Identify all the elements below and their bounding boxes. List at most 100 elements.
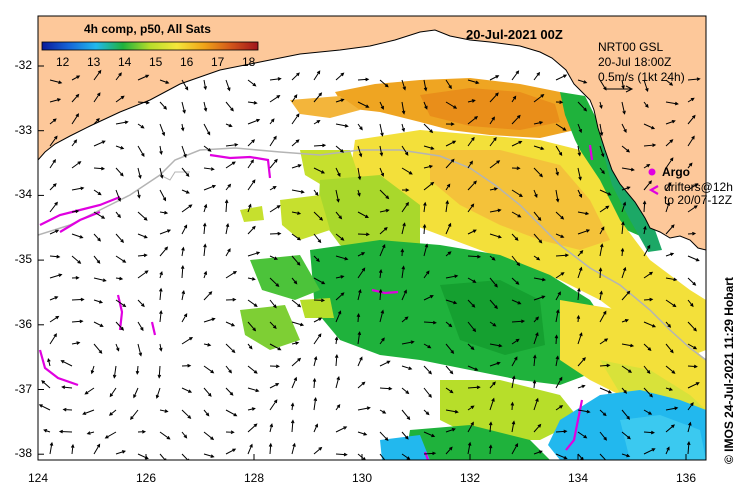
current-arrow xyxy=(312,377,317,389)
current-arrow xyxy=(115,450,126,455)
current-arrow xyxy=(511,442,519,455)
current-arrow xyxy=(555,100,564,104)
current-arrow xyxy=(104,431,117,439)
current-arrow xyxy=(247,423,258,433)
current-arrow xyxy=(291,442,296,455)
current-arrow xyxy=(130,409,139,421)
current-arrow xyxy=(159,310,163,323)
current-arrow xyxy=(643,163,651,169)
current-arrow xyxy=(224,199,229,213)
current-arrow xyxy=(335,98,345,103)
current-arrow xyxy=(643,321,657,328)
current-arrow xyxy=(401,340,415,345)
current-arrow xyxy=(467,229,477,235)
current-arrow xyxy=(379,431,389,442)
current-arrow xyxy=(93,140,106,147)
current-arrow xyxy=(268,442,273,455)
current-arrow xyxy=(665,79,674,86)
current-arrow xyxy=(577,79,588,84)
current-arrow xyxy=(533,255,541,261)
current-arrow xyxy=(643,448,656,455)
current-arrow xyxy=(643,244,651,257)
bathymetry-contour xyxy=(38,147,706,361)
map-title: 20-Jul-2021 00Z xyxy=(466,27,563,42)
current-arrow xyxy=(159,123,166,137)
current-arrow xyxy=(401,409,411,421)
current-arrow xyxy=(401,387,410,395)
current-arrow xyxy=(269,277,280,288)
current-arrow xyxy=(423,451,437,456)
current-arrow xyxy=(489,397,495,411)
current-arrow xyxy=(203,123,211,136)
current-arrow xyxy=(445,251,452,257)
current-arrow xyxy=(445,343,455,354)
current-arrow xyxy=(643,225,647,235)
current-arrow xyxy=(665,299,677,308)
current-arrow xyxy=(621,409,631,420)
current-arrow xyxy=(489,343,503,348)
current-arrow xyxy=(687,364,698,369)
current-arrow xyxy=(155,387,161,399)
current-arrow xyxy=(489,299,498,310)
current-arrow xyxy=(137,343,143,357)
lon-label: 128 xyxy=(243,471,265,485)
current-arrow xyxy=(555,167,559,176)
current-arrow xyxy=(621,365,633,373)
current-arrow xyxy=(71,276,80,280)
current-arrow xyxy=(445,200,449,213)
current-arrow xyxy=(401,453,411,460)
current-arrow xyxy=(489,233,502,239)
current-arrow xyxy=(489,321,497,327)
current-arrow xyxy=(379,79,389,88)
current-arrow xyxy=(643,297,654,302)
current-arrow xyxy=(71,93,80,103)
current-arrow xyxy=(665,201,671,213)
current-arrow xyxy=(38,404,51,411)
current-arrow xyxy=(313,423,319,433)
current-arrow xyxy=(115,120,129,125)
current-arrow xyxy=(181,246,185,257)
current-arrow xyxy=(335,376,340,389)
colorbar xyxy=(41,41,259,51)
current-arrow xyxy=(555,376,563,389)
current-arrow xyxy=(555,211,565,220)
current-arrow xyxy=(467,79,480,85)
current-arrow xyxy=(269,118,275,125)
current-arrow xyxy=(356,313,361,323)
current-arrow xyxy=(533,233,543,244)
current-arrow xyxy=(291,321,305,327)
current-arrow xyxy=(247,321,257,332)
current-arrow xyxy=(225,430,235,435)
current-arrow xyxy=(423,145,435,150)
current-arrow xyxy=(511,211,522,218)
current-arrow xyxy=(159,453,167,460)
current-arrow xyxy=(269,343,282,351)
current-arrow xyxy=(291,299,302,308)
current-arrow xyxy=(511,233,519,241)
current-arrow xyxy=(313,167,326,174)
current-arrow xyxy=(532,379,537,389)
current-arrow xyxy=(687,277,697,286)
current-arrow xyxy=(202,222,207,235)
current-arrow xyxy=(379,208,390,213)
current-arrow xyxy=(555,74,568,81)
current-arrow xyxy=(71,161,82,169)
current-arrow xyxy=(489,75,500,81)
current-arrow xyxy=(445,446,453,455)
current-arrow xyxy=(203,291,213,301)
current-arrow xyxy=(489,160,501,169)
current-arrow xyxy=(379,123,384,137)
current-arrow xyxy=(133,387,139,399)
current-arrow xyxy=(82,409,95,415)
current-arrow xyxy=(203,453,215,458)
current-arrow xyxy=(159,431,171,440)
current-arrow xyxy=(401,123,406,133)
current-arrow xyxy=(115,72,122,81)
current-arrow xyxy=(49,158,56,169)
current-arrow xyxy=(225,297,237,302)
current-arrow xyxy=(379,386,393,391)
current-arrow xyxy=(621,221,625,235)
current-arrow xyxy=(335,426,348,433)
current-arrow xyxy=(181,431,188,439)
current-arrow xyxy=(49,441,54,455)
